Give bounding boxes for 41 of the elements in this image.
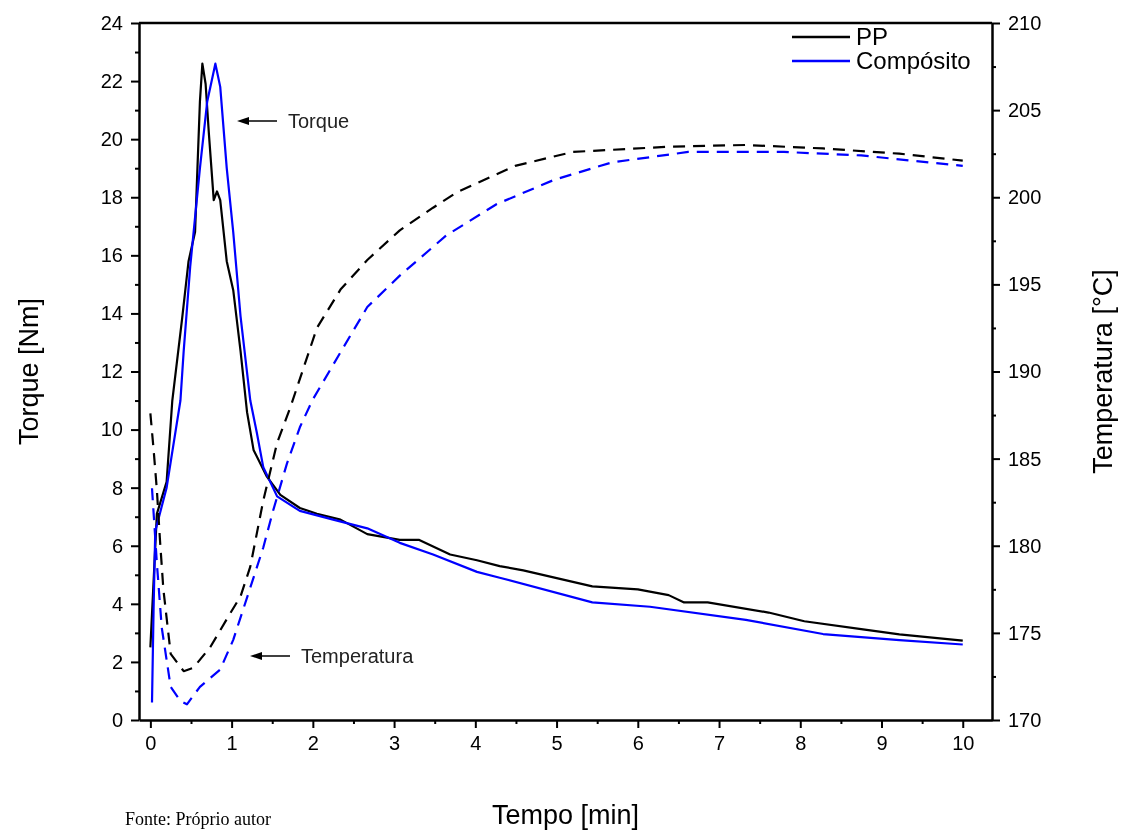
y-tick-label: 6	[111, 534, 123, 557]
y2-tick-label: 190	[1008, 360, 1042, 383]
y2-tick-label: 200	[1008, 186, 1042, 209]
y-tick-label: 2	[111, 650, 123, 673]
x-tick-label: 3	[389, 732, 401, 755]
y-tick-label: 22	[100, 69, 123, 92]
y-tick-label: 14	[100, 302, 123, 325]
x-axis-title: Tempo [min]	[491, 800, 640, 830]
y2-tick-label: 180	[1008, 534, 1042, 557]
y2-tick-label: 170	[1008, 708, 1042, 731]
legend-label: Compósito	[856, 47, 971, 74]
x-tick-label: 2	[307, 732, 319, 755]
source-note: Fonte: Próprio autor	[125, 809, 271, 829]
x-tick-label: 8	[795, 732, 807, 755]
y2-tick-label: 175	[1008, 621, 1042, 644]
y-tick-label: 18	[100, 186, 123, 209]
y2-tick-label: 185	[1008, 447, 1042, 470]
legend-label: PP	[856, 23, 889, 50]
y2-axis-title: Temperatura [°C]	[1088, 269, 1118, 474]
y-tick-label: 0	[111, 708, 123, 731]
y-tick-label: 16	[100, 244, 123, 267]
x-tick-label: 10	[952, 732, 975, 755]
x-tick-label: 9	[876, 732, 888, 755]
x-tick-label: 1	[226, 732, 238, 755]
y-tick-label: 4	[111, 592, 123, 615]
annotation: Torque	[288, 110, 350, 132]
y-tick-label: 24	[100, 11, 123, 34]
y-tick-label: 20	[100, 128, 123, 151]
x-tick-label: 7	[713, 732, 726, 755]
y-tick-label: 8	[111, 476, 123, 499]
annotation: Temperatura	[301, 645, 415, 667]
y-tick-label: 12	[100, 360, 123, 383]
y2-tick-label: 195	[1008, 273, 1042, 296]
y-tick-label: 10	[100, 418, 123, 441]
x-tick-label: 6	[632, 732, 644, 755]
x-tick-label: 4	[470, 732, 482, 755]
x-tick-label: 5	[551, 732, 563, 755]
y-axis-title: Torque [Nm]	[14, 297, 44, 446]
y2-tick-label: 210	[1008, 11, 1042, 34]
y2-tick-label: 205	[1008, 99, 1042, 122]
x-tick-label: 0	[145, 732, 157, 755]
